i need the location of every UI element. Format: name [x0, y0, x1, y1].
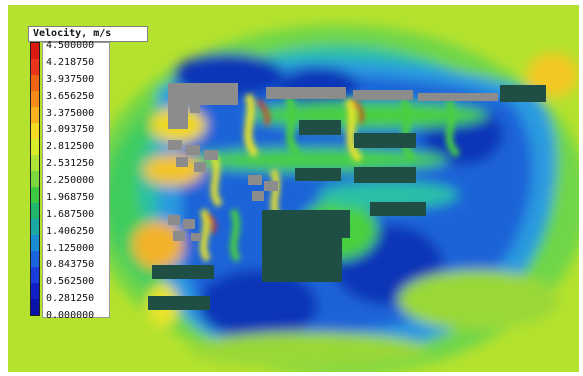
- legend-swatch: [31, 107, 39, 123]
- legend-value: 3.937500: [46, 73, 95, 85]
- legend-value: 1.687500: [46, 208, 95, 220]
- legend-swatch: [31, 43, 39, 59]
- legend-value: 1.968750: [46, 191, 95, 203]
- legend-value: 2.250000: [46, 175, 95, 186]
- legend-value-list: 4.500000 4.218750 3.937500 3.656250 3.375000…: [42, 40, 110, 321]
- legend-swatch: [31, 123, 39, 139]
- legend-value: 0.562500: [46, 276, 95, 288]
- legend-value: 4.218750: [46, 56, 95, 68]
- legend-swatch: [31, 203, 39, 219]
- legend-value: 0.000000: [46, 310, 95, 321]
- legend-swatch: [31, 171, 39, 187]
- legend-value: 2.531250: [46, 158, 95, 170]
- legend-swatch: [31, 283, 39, 299]
- legend-swatch: [31, 267, 39, 283]
- legend-swatch: [31, 59, 39, 75]
- legend-color-bar: [30, 42, 40, 316]
- legend-value: 3.375000: [46, 107, 95, 119]
- legend-value: 3.093750: [46, 124, 95, 136]
- buildings-gray: [168, 83, 498, 241]
- legend-swatch: [31, 299, 39, 315]
- legend-swatch: [31, 91, 39, 107]
- flow-contours: [88, 25, 579, 372]
- legend-swatch: [31, 139, 39, 155]
- legend-swatch: [31, 155, 39, 171]
- legend-swatch: [31, 219, 39, 235]
- legend-value: 0.843750: [46, 259, 95, 271]
- legend-value: 1.125000: [46, 242, 95, 254]
- velocity-legend: Velocity, m/s 4.500000 4.218750 3.937500 3.…: [28, 26, 148, 321]
- legend-value: 0.281250: [46, 293, 95, 305]
- legend-swatch: [31, 235, 39, 251]
- legend-value: 1.406250: [46, 225, 95, 237]
- legend-value: 4.500000: [46, 40, 95, 51]
- legend-swatch: [31, 187, 39, 203]
- legend-value: 3.656250: [46, 90, 95, 102]
- velocity-field-plot: [8, 5, 579, 372]
- buildings-dark: [148, 85, 546, 310]
- legend-value: 2.812500: [46, 141, 95, 153]
- legend-swatch: [31, 75, 39, 91]
- legend-swatch: [31, 251, 39, 267]
- legend-title: Velocity, m/s: [28, 26, 148, 42]
